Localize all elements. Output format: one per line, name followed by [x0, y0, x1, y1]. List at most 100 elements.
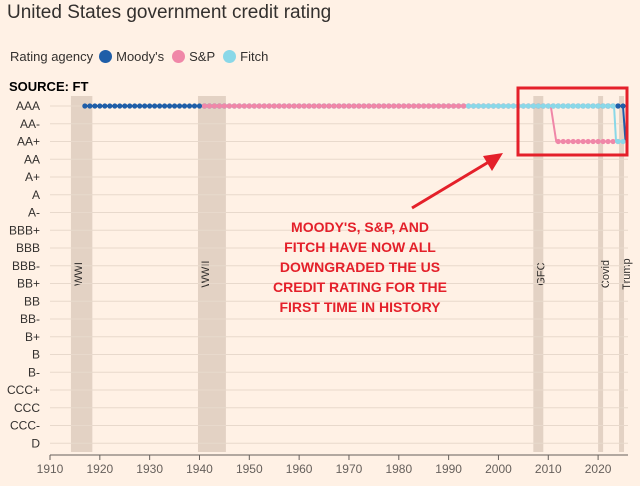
data-point-fitch: [580, 103, 586, 109]
data-point-fitch: [510, 103, 516, 109]
x-tick-label: 1990: [435, 462, 462, 476]
legend-title: Rating agency: [10, 49, 94, 64]
event-band-wwi: [70, 96, 93, 452]
data-point-moody-s: [152, 103, 158, 109]
data-point-s-p: [585, 138, 591, 145]
legend-swatch-sp: [172, 50, 186, 63]
x-tick-label: 1960: [286, 462, 313, 476]
data-point-s-p: [560, 138, 566, 145]
data-point-s-p: [326, 103, 332, 109]
data-point-moody-s: [137, 103, 143, 109]
chart-title: United States government credit rating: [7, 2, 332, 23]
y-tick-label: BB-: [20, 312, 40, 326]
data-point-s-p: [455, 103, 462, 109]
data-point-s-p: [211, 103, 218, 109]
data-point-moody-s: [127, 103, 133, 109]
y-tick-label: BBB-: [12, 259, 40, 273]
data-point-s-p: [401, 103, 407, 109]
event-label-covid: Covid: [600, 260, 612, 288]
data-series: [82, 103, 627, 145]
data-point-s-p: [460, 103, 467, 109]
data-point-s-p: [361, 103, 367, 109]
data-point-s-p: [595, 138, 601, 145]
data-point-s-p: [276, 103, 282, 109]
annotation-text: MOODY'S, S&P, AND FITCH HAVE NOW ALL DOWNG…: [273, 219, 447, 315]
event-bands: WWI WWII GFC Covid Trump: [70, 96, 633, 452]
data-point-s-p: [431, 103, 437, 109]
annotation-group: MOODY'S, S&P, AND FITCH HAVE NOW ALL DOWNG…: [273, 86, 629, 315]
data-point-s-p: [306, 103, 312, 109]
x-tick-label: 1940: [186, 462, 213, 476]
data-point-s-p: [301, 103, 307, 109]
highlight-box: [516, 86, 629, 157]
data-point-s-p: [336, 103, 342, 109]
data-point-fitch: [605, 103, 611, 109]
data-point-fitch: [480, 103, 487, 109]
data-point-fitch: [595, 103, 601, 109]
data-point-s-p: [451, 103, 457, 109]
data-point-s-p: [421, 103, 427, 109]
data-point-moody-s: [171, 103, 178, 109]
annotation-text-line: CREDIT RATING FOR THE: [273, 279, 447, 295]
data-point-fitch: [500, 103, 507, 109]
event-band-wwii: [197, 96, 226, 452]
data-point-s-p: [251, 103, 257, 109]
data-point-moody-s: [191, 103, 198, 109]
data-point-s-p: [206, 103, 213, 109]
data-point-s-p: [316, 103, 322, 109]
y-axis-tick-labels: AAAAA-AA+AAA+AA-BBB+BBBBBB-BB+BBBB-B+BB-…: [7, 99, 40, 450]
legend-item-moodys: Moody's: [99, 49, 164, 64]
data-point-moody-s: [97, 103, 103, 109]
data-point-s-p: [570, 138, 576, 145]
data-point-moody-s: [166, 103, 173, 109]
data-point-fitch: [550, 103, 556, 109]
y-tick-label: BB+: [17, 277, 40, 291]
data-point-s-p: [396, 103, 402, 109]
legend-label-sp: S&P: [189, 49, 216, 64]
data-point-moody-s: [162, 103, 168, 109]
legend-swatch-fitch: [223, 50, 237, 63]
x-tick-label: 2020: [585, 462, 612, 476]
data-point-moody-s: [157, 103, 163, 109]
x-tick-label: 1950: [236, 462, 263, 476]
data-point-fitch: [600, 103, 606, 109]
x-tick-label: 1980: [385, 462, 412, 476]
data-point-s-p: [406, 103, 412, 109]
y-tick-label: BBB: [16, 241, 40, 255]
legend-label-fitch: Fitch: [240, 49, 269, 64]
data-point-moody-s: [181, 103, 188, 109]
y-tick-label: AA+: [17, 135, 40, 149]
data-point-s-p: [341, 103, 347, 109]
annotation-text-line: FIRST TIME IN HISTORY: [279, 299, 441, 315]
data-point-s-p: [346, 103, 352, 109]
legend-item-sp: S&P: [172, 49, 215, 64]
y-tick-label: CCC+: [7, 383, 40, 397]
data-point-moody-s: [147, 103, 153, 109]
x-tick-label: 2010: [535, 462, 562, 476]
x-tick-label: 1970: [336, 462, 363, 476]
data-point-s-p: [281, 103, 287, 109]
legend-swatch-moodys: [99, 50, 113, 63]
data-point-moody-s: [92, 103, 98, 109]
data-point-fitch: [520, 103, 526, 109]
legend-item-fitch: Fitch: [223, 49, 268, 64]
event-label-gfc: GFC: [535, 262, 547, 285]
data-point-fitch: [585, 103, 591, 109]
data-point-s-p: [351, 103, 357, 109]
data-point-s-p: [241, 103, 247, 109]
data-point-s-p: [446, 103, 452, 109]
data-point-fitch: [495, 103, 502, 109]
y-tick-label: B: [32, 348, 40, 362]
data-point-fitch: [475, 103, 482, 109]
y-tick-label: B-: [28, 365, 40, 379]
legend-label-moodys: Moody's: [116, 49, 165, 64]
data-point-s-p: [231, 103, 237, 109]
event-label-wwi: WWI: [73, 262, 85, 286]
data-point-s-p: [600, 138, 606, 145]
data-point-fitch: [560, 103, 566, 109]
data-point-moody-s: [122, 103, 128, 109]
data-point-s-p: [296, 103, 302, 109]
data-point-s-p: [311, 103, 317, 109]
data-point-s-p: [580, 138, 586, 145]
